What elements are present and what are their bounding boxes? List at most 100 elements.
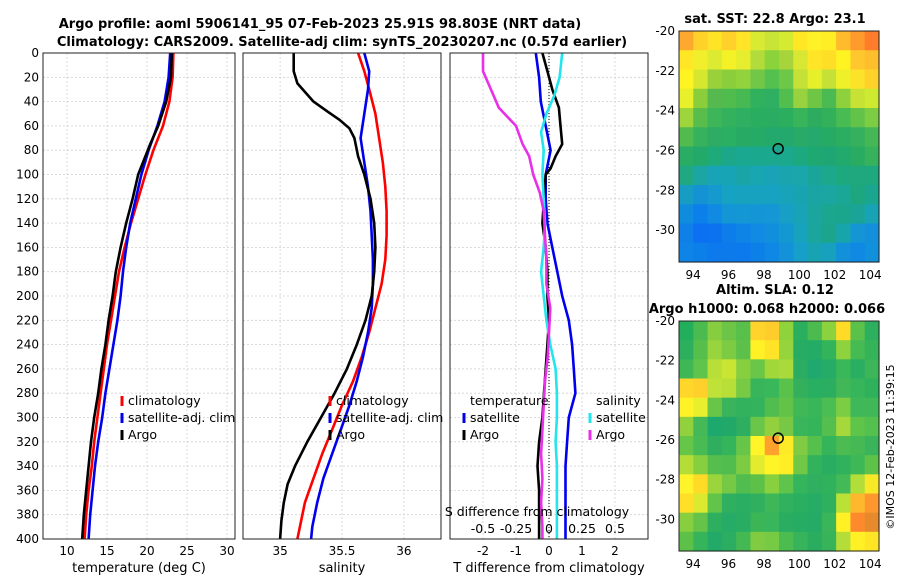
map-cell — [836, 50, 852, 71]
map-x-tick-label: 96 — [721, 557, 736, 571]
map-cell — [679, 185, 694, 205]
map-cell — [821, 474, 837, 495]
map-cell — [764, 512, 780, 533]
map-cell — [793, 397, 809, 418]
legend-header-temperature: temperature — [470, 393, 549, 408]
map-cell — [693, 436, 709, 456]
map-cell — [693, 108, 709, 128]
legend-label: Argo — [128, 427, 157, 442]
map-cell — [821, 223, 837, 244]
map-cell — [807, 165, 823, 186]
map-cell — [807, 50, 823, 71]
map-cell — [721, 185, 737, 205]
map-cell — [807, 474, 823, 495]
map-cell — [836, 474, 852, 495]
map-x-tick-label: 100 — [788, 268, 811, 282]
map-cell — [736, 127, 752, 148]
legend-label: satellite — [470, 410, 520, 425]
series-line-climatology — [296, 52, 388, 540]
sst-map-panel: -20 -22 -24 -26 -28 -30 94 96 98 100 102 104 sat. SS… — [655, 12, 881, 282]
legend-label: climatology — [336, 393, 409, 408]
map-cell — [721, 31, 737, 51]
map-cell — [821, 108, 837, 128]
map-cell — [707, 146, 723, 167]
map-cell — [736, 416, 752, 437]
map-x-tick-label: 102 — [823, 268, 846, 282]
map-cell — [693, 340, 709, 360]
y-tick-label: 20 — [24, 70, 39, 84]
map-cell — [850, 436, 866, 456]
map-cell — [736, 474, 752, 495]
map-cell — [821, 242, 837, 263]
map-cell — [779, 185, 794, 205]
map-cell — [679, 108, 694, 128]
y-tick-label: 220 — [16, 313, 39, 327]
map-cell — [679, 242, 694, 263]
map-cell — [707, 88, 723, 109]
map-cell — [821, 204, 837, 225]
map-cell — [707, 436, 723, 456]
map-cell — [721, 359, 737, 380]
map-cell — [793, 69, 809, 90]
salinity-panel: 35 35.5 36 salinity climatology satellite-adj… — [242, 52, 443, 576]
map-cell — [679, 223, 694, 244]
map-cell — [864, 436, 880, 456]
map-cell — [721, 416, 737, 437]
map-title: sat. SST: 22.8 Argo: 23.1 — [684, 12, 865, 27]
legend-header-salinity: salinity — [596, 393, 641, 408]
map-cell — [693, 455, 709, 475]
map-cell — [721, 512, 737, 533]
map-cell — [836, 378, 852, 399]
x-tick-label: 35 — [272, 544, 287, 558]
map-cell — [764, 185, 780, 205]
map-cell — [807, 397, 823, 418]
map-x-tick-label: 98 — [756, 557, 771, 571]
map-cell — [679, 493, 694, 514]
map-cell — [807, 185, 823, 205]
map-cell — [836, 321, 852, 341]
map-cell — [764, 108, 780, 128]
map-cell — [679, 359, 694, 380]
map-cell — [750, 88, 766, 109]
map-cell — [693, 378, 709, 399]
map-cell — [779, 127, 794, 148]
map-cell — [864, 108, 880, 128]
map-cell — [736, 397, 752, 418]
map-cell — [836, 185, 852, 205]
map-cell — [850, 474, 866, 495]
y-tick-label: 360 — [16, 483, 39, 497]
map-cell — [764, 204, 780, 225]
map-cell — [864, 31, 880, 51]
map-cell — [793, 512, 809, 533]
map-cell — [793, 340, 809, 360]
map-cell — [793, 223, 809, 244]
map-cell — [807, 493, 823, 514]
map-cell — [721, 204, 737, 225]
axes-frame — [449, 52, 649, 540]
map-cell — [821, 31, 837, 51]
map-cell — [836, 69, 852, 90]
map-cell — [821, 531, 837, 552]
map-cell — [707, 31, 723, 51]
x-tick-label: 2 — [611, 544, 619, 558]
map-cell — [793, 531, 809, 552]
map-cell — [750, 31, 766, 51]
map-cell — [750, 321, 766, 341]
map-cell — [864, 321, 880, 341]
map-cell — [807, 127, 823, 148]
map-cell — [707, 340, 723, 360]
map-cell — [736, 242, 752, 263]
map-cell — [864, 242, 880, 263]
map-cell — [736, 31, 752, 51]
map-cell — [764, 165, 780, 186]
map-cell — [693, 223, 709, 244]
series-line-s-argo — [481, 53, 552, 539]
map-cell — [850, 531, 866, 552]
map-cell — [779, 108, 794, 128]
map-cell — [807, 436, 823, 456]
map-cell — [821, 165, 837, 186]
map-cell — [779, 69, 794, 90]
map-cell — [864, 359, 880, 380]
map-y-tick-label: -24 — [655, 104, 675, 118]
map-cell — [721, 436, 737, 456]
